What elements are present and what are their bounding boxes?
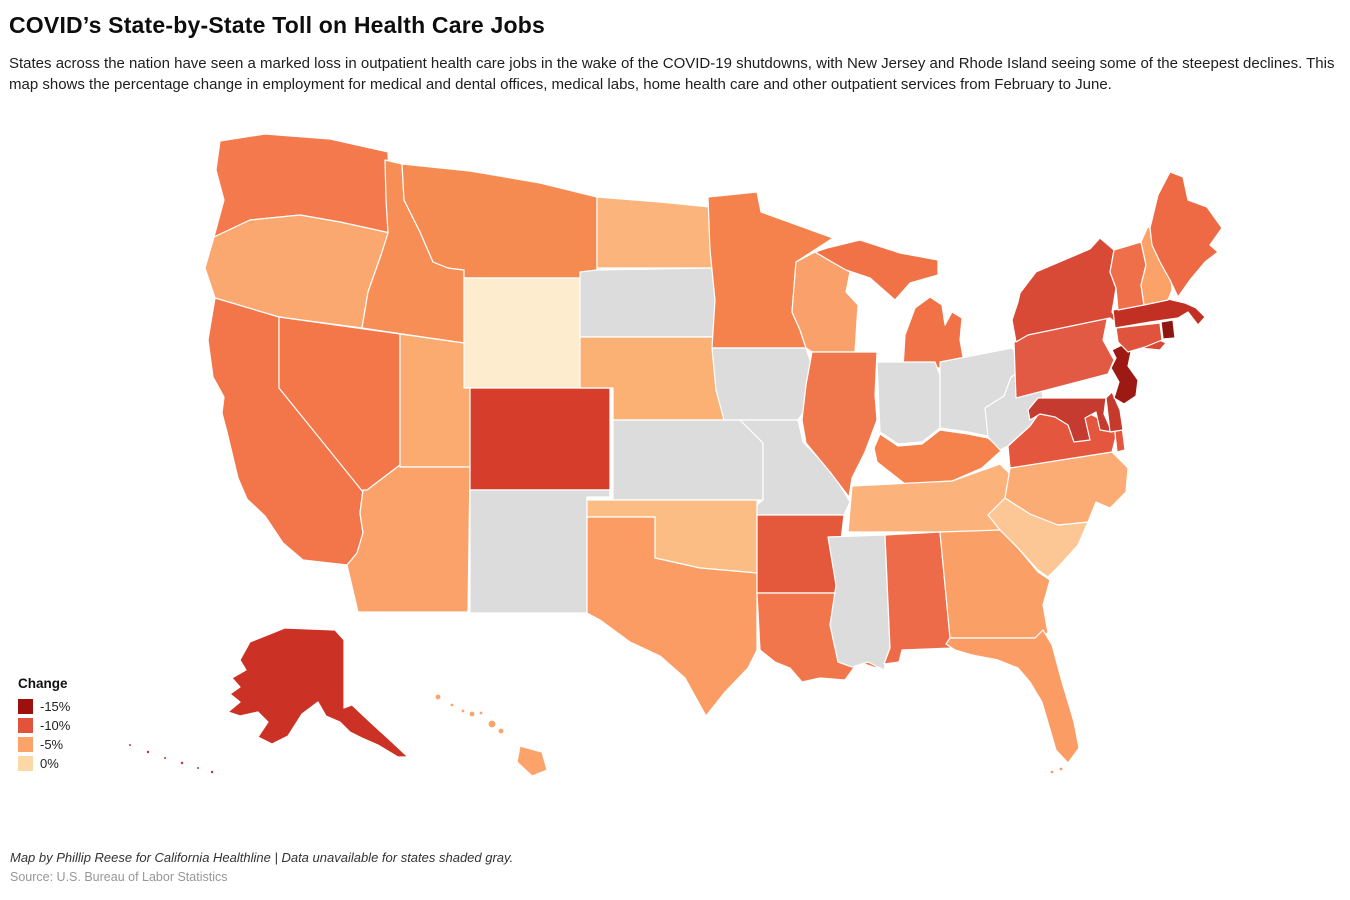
state-delaware	[1105, 391, 1124, 433]
state-utah	[399, 333, 471, 468]
legend-swatch-minus10-icon	[18, 718, 33, 733]
source-line: Source: U.S. Bureau of Labor Statistics	[10, 870, 228, 884]
state-south-dakota	[579, 267, 721, 338]
state-illinois	[801, 351, 878, 498]
state-texas	[586, 516, 758, 717]
legend: Change -15% -10% -5% 0%	[18, 676, 70, 773]
legend-label: -10%	[40, 718, 71, 733]
state-florida	[945, 629, 1080, 775]
state-wyoming	[463, 277, 581, 389]
legend-row: 0%	[18, 754, 70, 773]
state-arizona	[346, 464, 471, 613]
legend-swatch-minus15-icon	[18, 699, 33, 714]
legend-label: 0%	[40, 756, 59, 771]
state-iowa	[711, 347, 816, 421]
legend-swatch-zero-icon	[18, 756, 33, 771]
state-montana	[401, 163, 598, 279]
legend-row: -5%	[18, 735, 70, 754]
page-title: COVID’s State-by-State Toll on Health Ca…	[9, 12, 545, 38]
state-alaska	[127, 627, 409, 775]
state-north-dakota	[596, 196, 713, 269]
legend-label: -5%	[40, 737, 64, 752]
state-connecticut	[1115, 322, 1163, 353]
legend-row: -15%	[18, 697, 70, 716]
state-vermont	[1109, 241, 1147, 311]
legend-label: -15%	[40, 699, 71, 714]
legend-row: -10%	[18, 716, 70, 735]
map-credit-note: Map by Phillip Reese for California Heal…	[10, 850, 514, 865]
legend-title: Change	[18, 676, 68, 691]
state-michigan	[814, 239, 966, 369]
page-subtitle: States across the nation have seen a mar…	[9, 55, 1335, 93]
state-new-jersey	[1110, 343, 1139, 405]
state-hawaii	[434, 693, 548, 777]
legend-swatch-minus5-icon	[18, 737, 33, 752]
state-new-mexico	[469, 489, 611, 614]
state-indiana	[876, 361, 941, 445]
state-maine	[1149, 171, 1223, 298]
page-header: COVID’s State-by-State Toll on Health Ca…	[9, 12, 1341, 95]
state-rhode-island	[1160, 319, 1176, 340]
state-maryland	[1027, 397, 1113, 443]
state-colorado	[469, 387, 611, 491]
state-kentucky	[873, 429, 1003, 485]
state-north-carolina	[1004, 451, 1129, 526]
state-kansas	[612, 419, 764, 501]
state-mississippi	[827, 534, 891, 671]
